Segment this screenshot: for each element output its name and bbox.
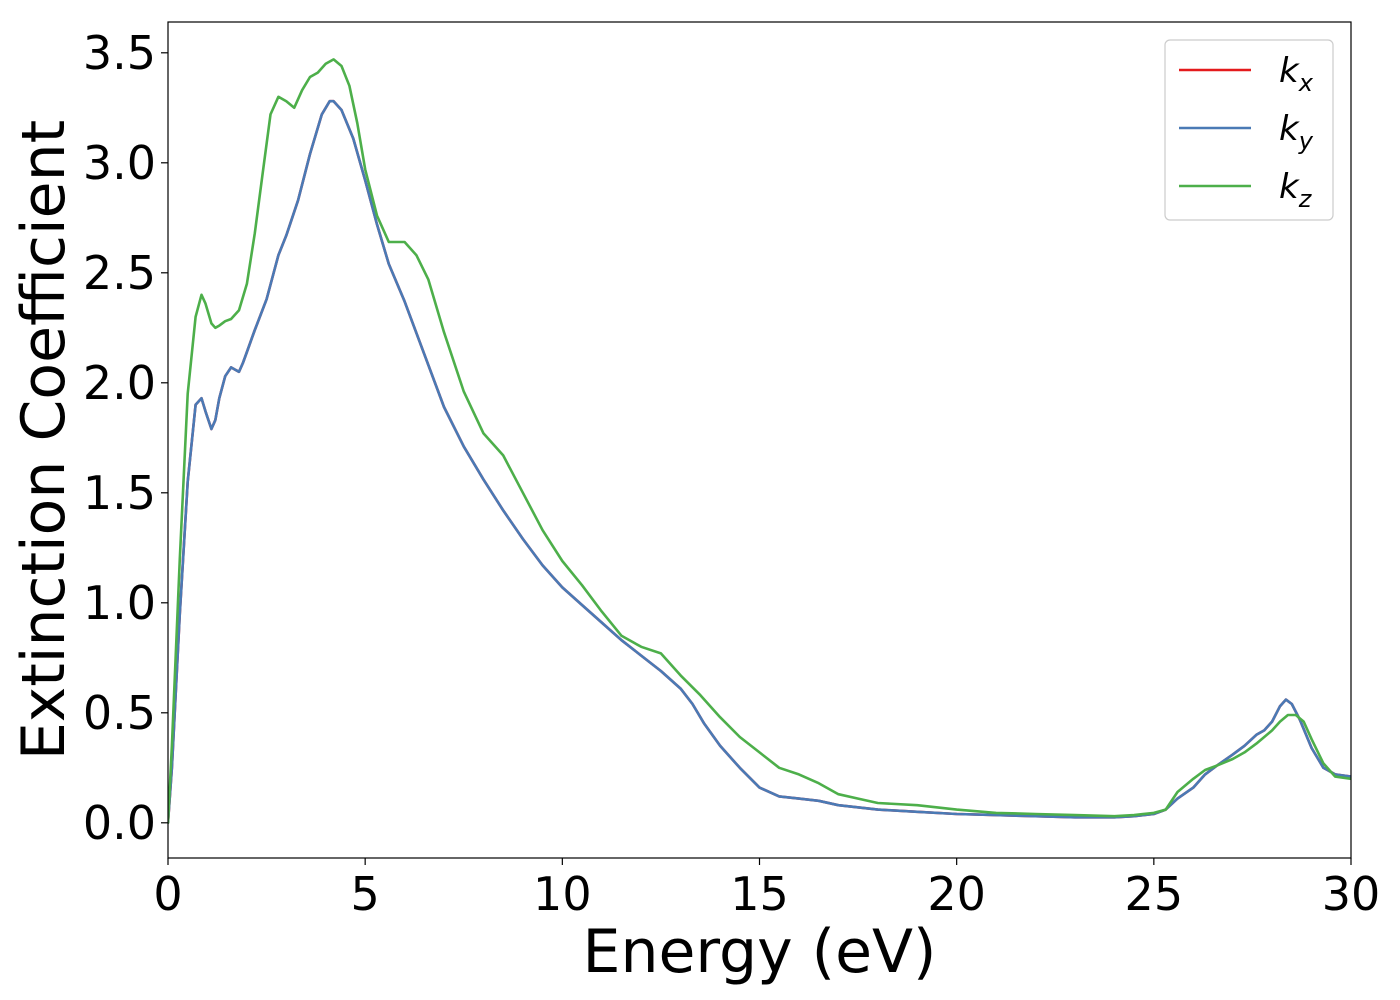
x-tick-label: 5 xyxy=(351,867,380,921)
series-line-y xyxy=(168,99,1351,825)
y-tick-label: 0.5 xyxy=(83,686,156,740)
y-tick-label: 2.5 xyxy=(83,246,156,300)
legend-box xyxy=(1164,39,1334,221)
series-layer xyxy=(168,58,1351,825)
y-axis: 0.0 0.5 1.0 1.5 2.0 2.5 3.0 3.5 xyxy=(83,26,168,850)
series-line-z xyxy=(168,58,1351,825)
x-tick-label: 20 xyxy=(927,867,986,921)
x-axis-label: Energy (eV) xyxy=(583,917,937,987)
y-axis-label: Extinction Coefficient xyxy=(9,120,79,760)
y-tick-label: 3.0 xyxy=(83,136,156,190)
x-tick-label: 25 xyxy=(1125,867,1184,921)
x-tick-label: 30 xyxy=(1322,867,1381,921)
y-tick-label: 0.0 xyxy=(83,796,156,850)
y-tick-label: 1.0 xyxy=(83,576,156,630)
x-tick-label: 10 xyxy=(533,867,592,921)
y-tick-label: 3.5 xyxy=(83,26,156,80)
y-tick-label: 2.0 xyxy=(83,356,156,410)
x-tick-label: 15 xyxy=(730,867,789,921)
x-tick-label: 0 xyxy=(153,867,182,921)
y-tick-label: 1.5 xyxy=(83,466,156,520)
x-axis: 0 5 10 15 20 25 30 xyxy=(153,858,1380,921)
